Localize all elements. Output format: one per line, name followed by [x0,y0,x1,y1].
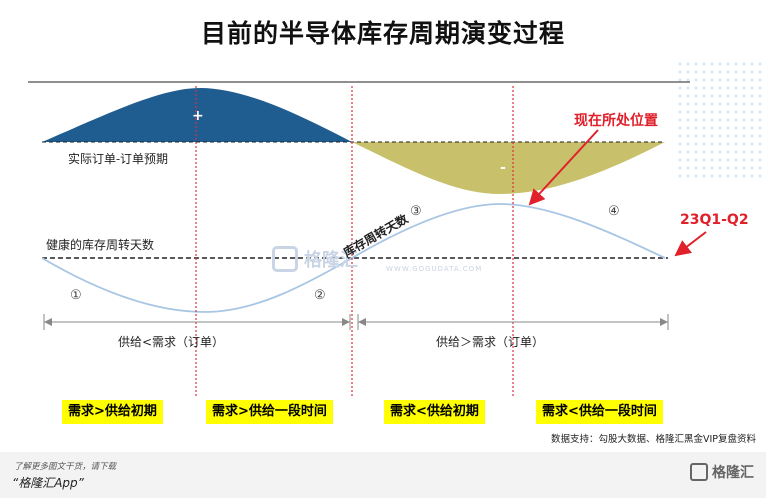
phase-4: 需求<供给一段时间 [536,400,663,424]
period-label: 23Q1-Q2 [680,212,749,228]
phase-1: 需求>供给初期 [62,400,163,424]
brand-name: 格隆汇 [712,465,754,481]
marker-4: ④ [608,204,620,219]
negative-area [352,142,665,194]
plus-sign: + [192,108,204,124]
phase-2: 需求>供给一段时间 [206,400,333,424]
phase-3: 需求<供给初期 [384,400,485,424]
page-title: 目前的半导体库存周期演变过程 [200,19,565,48]
positive-area [42,88,352,142]
footer-line-2: “格隆汇App” [12,476,84,490]
watermark-name: 格隆汇 [304,250,358,271]
minus-sign: - [500,160,506,176]
marker-3: ③ [410,204,422,219]
marker-1: ① [70,288,82,303]
current-position-arrow [528,129,599,206]
brand-logo-icon [690,463,708,481]
supply-gt-demand-label: 供给＞需求（订单） [436,335,545,349]
current-position-label: 现在所处位置 [574,113,658,129]
supply-lt-demand-label: 供给<需求（订单） [118,335,225,349]
healthy-inventory-label: 健康的库存周转天数 [46,238,155,252]
decorative-dots [676,60,766,180]
period-arrow [674,231,707,257]
footer-bar [0,452,766,498]
actual-orders-label: 实际订单-订单预期 [68,152,169,166]
footer-line-1: 了解更多图文干货，请下载 [14,462,117,472]
data-source: 数据支持：勾股大数据、格隆汇黑金VIP复盘资料 [550,434,756,445]
marker-2: ② [314,288,326,303]
watermark-logo-icon [272,246,298,272]
watermark-url: WWW.GOGUDATA.COM [386,265,483,273]
